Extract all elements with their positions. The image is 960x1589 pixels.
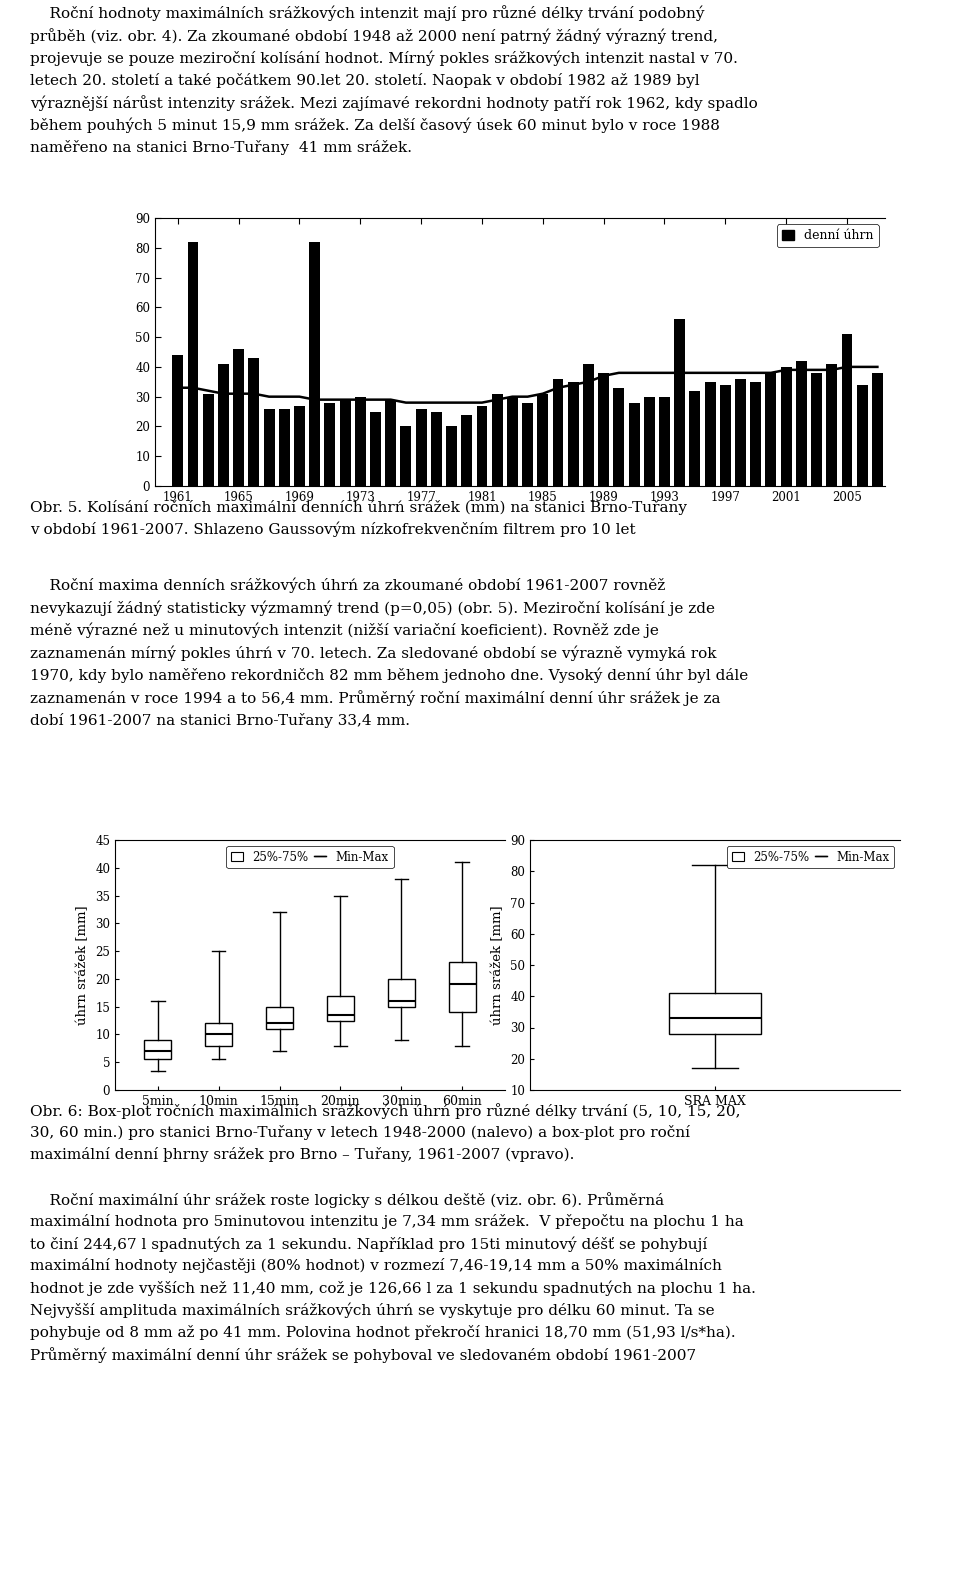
Bar: [674, 319, 685, 486]
Legend: 25%-75%, Min-Max: 25%-75%, Min-Max: [227, 845, 394, 868]
Text: Roční hodnoty maximálních srážkových intenzit mají pro různé délky trvání podobn: Roční hodnoty maximálních srážkových int…: [30, 5, 757, 154]
Text: Obr. 6: Box-plot ročních maximálních srážkových úhrń pro různé délky trvání (5, : Obr. 6: Box-plot ročních maximálních srá…: [30, 1103, 740, 1162]
Bar: [765, 373, 777, 486]
Text: Roční maxima denních srážkových úhrń za zkoumané období 1961-2007 rovněž
nevykaz: Roční maxima denních srážkových úhrń za …: [30, 578, 748, 728]
Bar: [780, 367, 792, 486]
Bar: [872, 373, 883, 486]
PathPatch shape: [144, 1039, 172, 1060]
PathPatch shape: [266, 1007, 293, 1030]
Bar: [370, 412, 381, 486]
Bar: [278, 408, 290, 486]
PathPatch shape: [388, 979, 415, 1007]
PathPatch shape: [669, 993, 761, 1034]
Bar: [659, 397, 670, 486]
Bar: [613, 388, 624, 486]
Bar: [538, 394, 548, 486]
Bar: [567, 381, 579, 486]
Bar: [856, 385, 868, 486]
Bar: [173, 354, 183, 486]
Bar: [294, 405, 305, 486]
Bar: [492, 394, 503, 486]
Bar: [324, 402, 335, 486]
Bar: [689, 391, 701, 486]
Bar: [553, 378, 564, 486]
Bar: [355, 397, 366, 486]
Bar: [644, 397, 655, 486]
Bar: [385, 400, 396, 486]
Y-axis label: úhrn srážek [mm]: úhrn srážek [mm]: [492, 906, 505, 1025]
PathPatch shape: [448, 963, 476, 1012]
Bar: [416, 408, 426, 486]
Text: Roční maximální úhr srážek roste logicky s délkou deště (viz. obr. 6). Průměrná
: Roční maximální úhr srážek roste logicky…: [30, 1192, 756, 1363]
Bar: [309, 242, 321, 486]
Bar: [796, 361, 806, 486]
Bar: [522, 402, 533, 486]
Bar: [598, 373, 610, 486]
Bar: [218, 364, 228, 486]
Bar: [431, 412, 442, 486]
Bar: [446, 426, 457, 486]
Bar: [187, 242, 199, 486]
Y-axis label: úhrn srážek [mm]: úhrn srážek [mm]: [77, 906, 89, 1025]
Legend: denní úhrn: denní úhrn: [777, 224, 878, 248]
Bar: [751, 381, 761, 486]
Text: Obr. 5. Kolísání ročních maximální denních úhrń srážek (mm) na stanici Brno-Tuřa: Obr. 5. Kolísání ročních maximální denní…: [30, 501, 687, 537]
Bar: [827, 364, 837, 486]
Bar: [705, 381, 715, 486]
PathPatch shape: [326, 996, 354, 1020]
PathPatch shape: [204, 1023, 232, 1046]
Legend: 25%-75%, Min-Max: 25%-75%, Min-Max: [727, 845, 894, 868]
Bar: [583, 364, 594, 486]
Bar: [264, 408, 275, 486]
Bar: [735, 378, 746, 486]
Bar: [233, 350, 244, 486]
Bar: [629, 402, 639, 486]
Bar: [720, 385, 731, 486]
Bar: [842, 334, 852, 486]
Bar: [340, 400, 350, 486]
Bar: [400, 426, 412, 486]
Bar: [811, 373, 822, 486]
Bar: [507, 397, 517, 486]
Bar: [476, 405, 488, 486]
Bar: [249, 358, 259, 486]
Bar: [203, 394, 214, 486]
Bar: [462, 415, 472, 486]
